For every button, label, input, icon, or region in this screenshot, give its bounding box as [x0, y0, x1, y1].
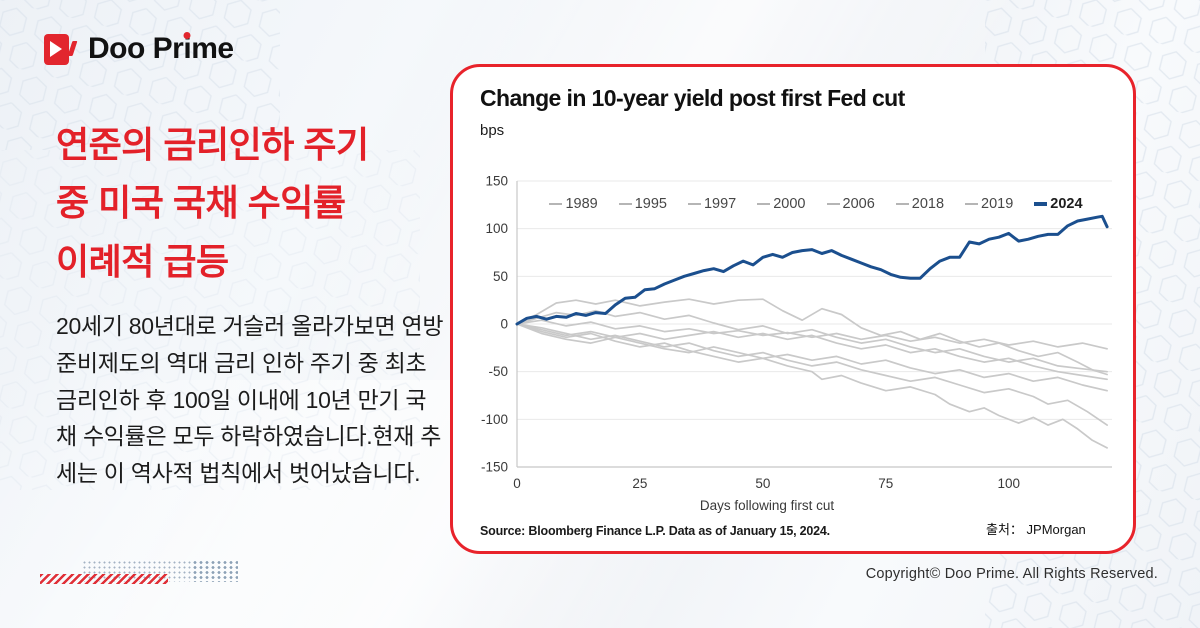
legend-item-2018: 2018 — [895, 196, 945, 212]
series-line-2019 — [516, 323, 1108, 449]
legend-dash-icon — [618, 202, 632, 206]
legend-label: 2024 — [1050, 196, 1083, 212]
headline: 연준의 금리인하 주기 중 미국 국채 수익률 이례적 급등 — [56, 124, 369, 282]
doo-prime-logo-icon — [44, 33, 78, 65]
logo-text-part: Doo Pr — [88, 32, 184, 65]
series-line-2024 — [515, 214, 1109, 326]
y-tick-label: 100 — [485, 221, 508, 236]
logo-text-part: me — [191, 32, 234, 65]
legend-item-2006: 2006 — [826, 196, 875, 212]
chart-source-note: Source: Bloomberg Finance L.P. Data as o… — [480, 524, 830, 538]
legend-label: 1995 — [634, 196, 667, 212]
line-chart: 150 100 50 0 -50 -100 -150 0 25 50 75 100 Days follo… — [481, 174, 1112, 513]
x-tick-label: 75 — [878, 476, 893, 491]
series-line-1989 — [516, 309, 1108, 373]
chart-card: Change in 10-year yield post first Fed c… — [450, 64, 1136, 554]
chart-title: Change in 10-year yield post first Fed c… — [480, 85, 905, 111]
legend-dash-icon — [549, 202, 563, 206]
copyright-text: Copyright© Doo Prime. All Rights Reserve… — [865, 566, 1158, 582]
legend-item-2024: 2024 — [1034, 196, 1083, 212]
legend-label: 2006 — [842, 196, 875, 212]
y-tick-label: -50 — [488, 364, 508, 379]
legend-dash-icon — [687, 202, 701, 206]
legend-item-1995: 1995 — [618, 196, 667, 212]
x-axis-label: Days following first cut — [700, 498, 835, 513]
series-line-1997 — [516, 298, 1108, 376]
body-paragraph: 20세기 80년대로 거슬러 올라가보면 연방준비제도의 역대 금리 인하 주기… — [56, 313, 444, 487]
legend-dash-icon — [757, 202, 771, 206]
chart-unit-label: bps — [480, 122, 505, 139]
legend-label: 2000 — [773, 196, 806, 212]
legend-label: 1989 — [565, 196, 598, 212]
legend-dash-icon — [1034, 202, 1048, 206]
legend-label: 2019 — [981, 196, 1014, 212]
legend-item-1997: 1997 — [687, 196, 737, 212]
red-stripe-decoration — [40, 574, 168, 584]
series-line-1995 — [516, 319, 1108, 350]
legend-item-2019: 2019 — [965, 196, 1013, 212]
y-tick-label: 50 — [493, 269, 508, 284]
y-tick-label: -100 — [481, 412, 508, 427]
chart-legend: 1989 1995 1997 2000 2006 2018 2019 2024 — [513, 196, 1119, 212]
y-tick-label: -150 — [481, 460, 508, 475]
dot-pattern-decoration — [192, 560, 238, 582]
x-tick-label: 0 — [513, 476, 521, 491]
doo-prime-logo: Doo Prime — [44, 32, 234, 66]
doo-prime-logo-text: Doo Prime — [88, 32, 234, 66]
chart-attribution: 출처： JPMorgan — [986, 522, 1086, 537]
series-line-2018 — [516, 323, 1108, 426]
legend-item-1989: 1989 — [549, 196, 598, 212]
x-tick-label: 50 — [755, 476, 770, 491]
y-tick-label: 0 — [500, 317, 508, 332]
legend-dash-icon — [895, 202, 909, 206]
y-tick-label: 150 — [485, 174, 508, 189]
legend-label: 2018 — [911, 196, 945, 212]
x-tick-label: 25 — [632, 476, 647, 491]
legend-item-2000: 2000 — [757, 196, 806, 212]
legend-label: 1997 — [703, 196, 737, 212]
legend-dash-icon — [965, 202, 979, 206]
logo-text-i: i — [183, 32, 192, 65]
series-line-2006 — [516, 323, 1108, 392]
x-tick-label: 100 — [997, 476, 1020, 491]
legend-dash-icon — [826, 202, 840, 206]
